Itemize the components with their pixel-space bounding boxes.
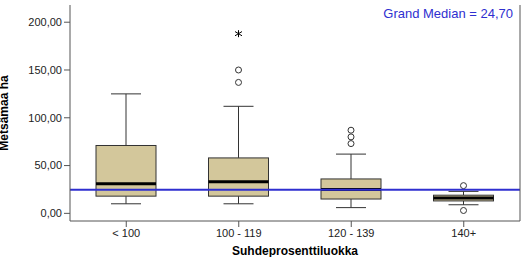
svg-text:120 - 139: 120 - 139 (328, 227, 374, 239)
html-text:Grand Median = 24,70: Grand Median = 24,70 (383, 6, 513, 21)
svg-text:Suhdeprosenttiluokka: Suhdeprosenttiluokka (232, 244, 358, 257)
svg-text:140+: 140+ (451, 227, 476, 239)
svg-text:100 - 119: 100 - 119 (216, 227, 262, 239)
svg-text:50,00: 50,00 (34, 159, 62, 171)
svg-text:200,00: 200,00 (28, 16, 62, 28)
svg-text:Metsämaa ha: Metsämaa ha (0, 75, 11, 151)
svg-text:150,00: 150,00 (28, 64, 62, 76)
svg-text:< 100: < 100 (112, 227, 140, 239)
svg-text:100,00: 100,00 (28, 112, 62, 124)
svg-text:0,00: 0,00 (41, 207, 62, 219)
